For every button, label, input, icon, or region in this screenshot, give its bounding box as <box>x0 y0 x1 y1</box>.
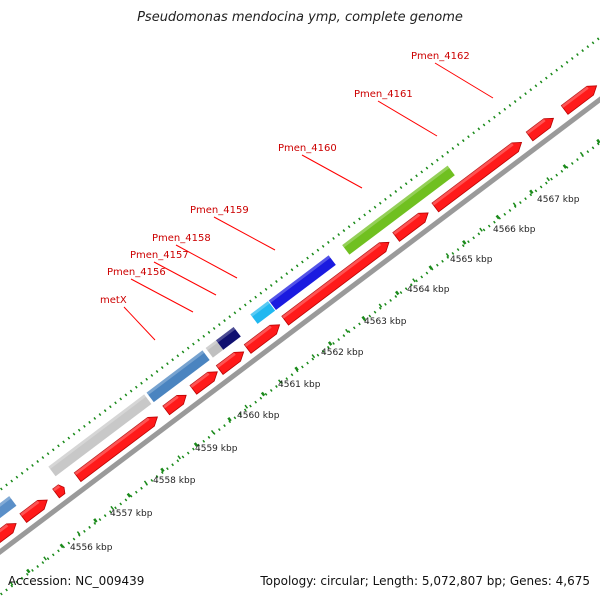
tick-mark <box>378 303 383 308</box>
scale-label: 4556 kbp <box>70 543 113 553</box>
tick-mark <box>76 531 81 536</box>
tick-mark <box>294 366 299 372</box>
tick-mark <box>361 315 366 321</box>
scale-label: 4564 kbp <box>407 285 450 295</box>
scale-label: 4566 kbp <box>493 225 536 235</box>
scale-label: 4562 kbp <box>321 348 364 358</box>
leader-line <box>153 261 217 296</box>
cds-feature[interactable] <box>189 367 221 395</box>
scale-label: 4565 kbp <box>450 255 493 265</box>
gene-label-pmen-4158[interactable]: Pmen_4158 <box>152 233 211 244</box>
cds-feature[interactable] <box>243 320 283 354</box>
accession-text: Accession: NC_009439 <box>8 574 145 588</box>
leader-line <box>213 216 276 251</box>
tick-mark <box>345 328 349 333</box>
inner-tick-line <box>0 140 600 597</box>
gene-label-pmen-4156[interactable]: Pmen_4156 <box>107 267 166 278</box>
tick-mark <box>445 252 450 258</box>
gene-labels: metX Pmen_4156 Pmen_4157 Pmen_4158 Pmen_… <box>100 51 470 306</box>
leader-line <box>130 278 194 313</box>
tick-mark <box>495 214 501 220</box>
leader-line <box>123 306 156 341</box>
cds-feature[interactable] <box>525 114 557 142</box>
gene-label-pmen-4161[interactable]: Pmen_4161 <box>354 89 413 100</box>
feature-blue[interactable] <box>268 255 336 311</box>
cds-feature[interactable] <box>52 483 68 499</box>
cds-feature[interactable] <box>0 519 19 547</box>
tick-mark <box>529 189 534 195</box>
tick-mark <box>562 164 568 169</box>
feature-blue-small[interactable] <box>0 496 17 519</box>
cds-feature[interactable] <box>560 81 600 115</box>
tick-mark <box>9 581 14 586</box>
tick-mark <box>126 492 132 498</box>
tick-mark <box>512 202 517 207</box>
cds-feature[interactable] <box>73 413 160 483</box>
scale-label: 4560 kbp <box>237 411 280 421</box>
cds-feature[interactable] <box>215 348 247 375</box>
tick-mark <box>546 177 550 182</box>
tick-mark <box>93 518 98 523</box>
cds-feature[interactable] <box>19 496 51 524</box>
map-title: Pseudomonas mendocina ymp, complete geno… <box>137 10 463 25</box>
label-leaders <box>123 62 494 341</box>
leader-line <box>301 154 363 189</box>
tick-mark <box>579 151 584 156</box>
scale-label: 4563 kbp <box>364 317 407 327</box>
cds-feature[interactable] <box>431 138 525 213</box>
feature-track <box>0 81 600 547</box>
outer-tick-scale <box>0 35 600 492</box>
scale-label: 4558 kbp <box>153 476 196 486</box>
tick-mark <box>462 240 467 245</box>
tick-mark <box>244 404 249 409</box>
tick-mark <box>43 556 47 561</box>
tick-mark <box>394 290 400 296</box>
tick-mark <box>327 341 333 346</box>
feature-gray-light[interactable] <box>48 394 152 477</box>
cds-feature[interactable] <box>162 391 190 416</box>
tick-mark <box>412 278 416 283</box>
tick-mark <box>26 568 31 574</box>
tick-mark <box>260 391 266 397</box>
tick-mark <box>278 379 282 384</box>
tick-mark <box>160 467 165 473</box>
tick-mark <box>428 265 433 271</box>
scale-label: 4561 kbp <box>278 380 321 390</box>
major-ticks <box>9 138 600 586</box>
feature-steel-blue[interactable] <box>146 350 210 403</box>
tick-mark <box>479 227 483 232</box>
tick-mark <box>596 138 600 144</box>
cds-feature[interactable] <box>281 238 392 326</box>
tick-mark <box>311 354 316 359</box>
gene-label-metx[interactable]: metX <box>100 295 127 306</box>
cds-feature[interactable] <box>392 208 432 242</box>
gene-label-pmen-4159[interactable]: Pmen_4159 <box>190 205 249 216</box>
feature-green[interactable] <box>342 165 455 255</box>
topology-text: Topology: circular; Length: 5,072,807 bp… <box>260 574 590 588</box>
feature-navy[interactable] <box>216 326 241 350</box>
leader-line <box>175 244 238 279</box>
scale-labels: 4556 kbp 4557 kbp 4558 kbp 4559 kbp 4560… <box>70 195 580 553</box>
leader-line <box>377 100 438 137</box>
tick-mark <box>59 543 65 549</box>
outer-tick-line <box>0 35 600 492</box>
inner-tick-scale <box>0 140 600 597</box>
scale-label: 4567 kbp <box>537 195 580 205</box>
tick-mark <box>143 480 148 485</box>
tick-mark <box>110 505 114 510</box>
tick-mark <box>177 455 182 460</box>
scale-label: 4557 kbp <box>110 509 153 519</box>
tick-mark <box>193 442 199 448</box>
gene-label-pmen-4157[interactable]: Pmen_4157 <box>130 250 189 261</box>
gene-label-pmen-4160[interactable]: Pmen_4160 <box>278 143 337 154</box>
gene-label-pmen-4162[interactable]: Pmen_4162 <box>411 51 470 62</box>
tick-mark <box>227 417 232 422</box>
feature-cyan[interactable] <box>250 301 276 324</box>
leader-line <box>434 62 494 99</box>
scale-label: 4559 kbp <box>195 444 238 454</box>
genome-backbone <box>0 96 600 556</box>
tick-mark <box>210 429 215 435</box>
